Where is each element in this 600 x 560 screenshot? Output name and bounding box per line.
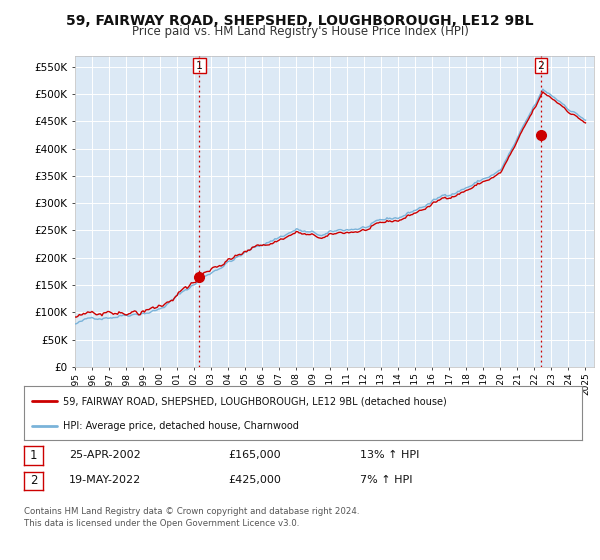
Text: 25-APR-2002: 25-APR-2002 (69, 450, 141, 460)
Text: 1: 1 (30, 449, 37, 462)
Text: 59, FAIRWAY ROAD, SHEPSHED, LOUGHBOROUGH, LE12 9BL (detached house): 59, FAIRWAY ROAD, SHEPSHED, LOUGHBOROUGH… (63, 396, 447, 407)
Text: 13% ↑ HPI: 13% ↑ HPI (360, 450, 419, 460)
Text: Price paid vs. HM Land Registry's House Price Index (HPI): Price paid vs. HM Land Registry's House … (131, 25, 469, 38)
Text: HPI: Average price, detached house, Charnwood: HPI: Average price, detached house, Char… (63, 421, 299, 431)
Text: 1: 1 (196, 60, 203, 71)
Text: 2: 2 (30, 474, 37, 487)
Text: 2: 2 (538, 60, 544, 71)
Text: 19-MAY-2022: 19-MAY-2022 (69, 475, 141, 485)
Text: 59, FAIRWAY ROAD, SHEPSHED, LOUGHBOROUGH, LE12 9BL: 59, FAIRWAY ROAD, SHEPSHED, LOUGHBOROUGH… (66, 14, 534, 28)
Text: Contains HM Land Registry data © Crown copyright and database right 2024.
This d: Contains HM Land Registry data © Crown c… (24, 507, 359, 528)
Text: £425,000: £425,000 (228, 475, 281, 485)
Text: 7% ↑ HPI: 7% ↑ HPI (360, 475, 413, 485)
Text: £165,000: £165,000 (228, 450, 281, 460)
